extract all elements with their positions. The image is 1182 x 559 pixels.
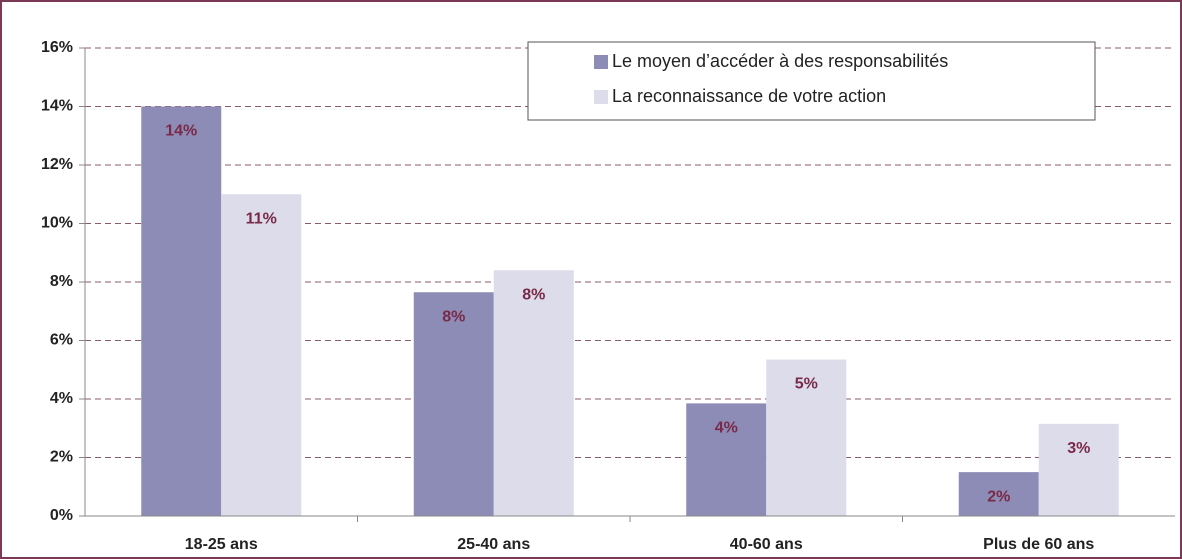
y-tick-label: 6% (50, 332, 73, 349)
value-label: 2% (987, 488, 1010, 505)
legend-label: La reconnaissance de votre action (612, 86, 886, 106)
x-tick-label: 40-60 ans (730, 536, 803, 553)
y-tick-label: 8% (50, 273, 73, 290)
legend-swatch (594, 90, 608, 104)
bar (1038, 423, 1119, 516)
bar (413, 292, 494, 516)
value-label: 5% (795, 376, 818, 393)
x-tick-label: Plus de 60 ans (983, 536, 1094, 553)
bar (141, 106, 222, 516)
legend-label: Le moyen d’accéder à des responsabilités (612, 51, 948, 71)
y-tick-label: 4% (50, 390, 73, 407)
value-label: 3% (1067, 440, 1090, 457)
value-label: 11% (246, 210, 277, 227)
y-tick-label: 16% (41, 39, 73, 56)
value-label: 8% (522, 287, 545, 304)
bar (686, 403, 767, 516)
y-tick-label: 12% (41, 156, 73, 173)
legend-swatch (594, 55, 608, 69)
bar (221, 194, 302, 516)
y-tick-label: 0% (50, 507, 73, 524)
value-label: 4% (715, 420, 738, 437)
bar (766, 359, 847, 516)
x-tick-label: 18-25 ans (185, 536, 258, 553)
legend-box (527, 41, 1096, 121)
bar (493, 270, 574, 516)
bar (958, 472, 1039, 516)
y-tick-label: 14% (41, 98, 73, 115)
y-tick-label: 2% (50, 449, 73, 466)
value-label: 14% (165, 123, 197, 140)
value-label: 8% (442, 308, 465, 325)
x-tick-label: 25-40 ans (457, 536, 530, 553)
y-tick-label: 10% (41, 215, 73, 232)
